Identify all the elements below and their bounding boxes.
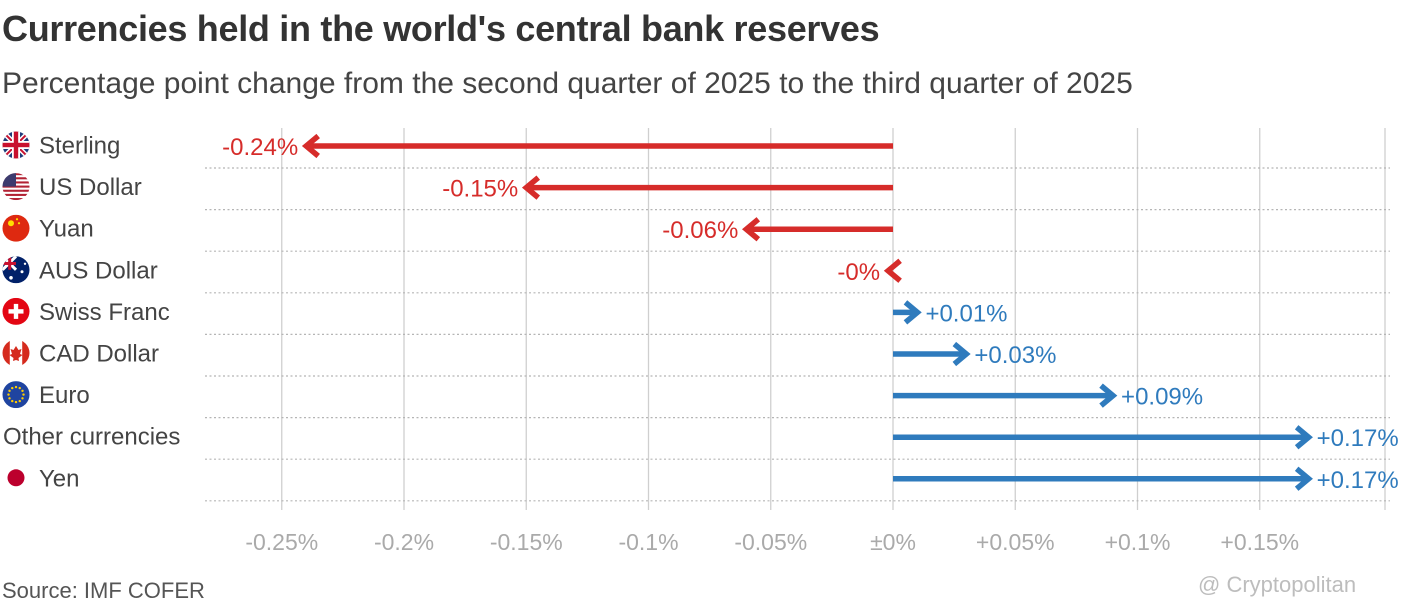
x-tick-label: -0.15% xyxy=(490,529,563,555)
china-flag-icon xyxy=(2,214,30,242)
watermark: @ Cryptopolitan xyxy=(1198,572,1357,597)
x-tick-label: ±0% xyxy=(870,529,916,555)
category-label: US Dollar xyxy=(39,174,142,201)
japan-flag-icon xyxy=(7,469,25,487)
bar-arrow xyxy=(883,258,902,283)
source-note: Source: IMF COFER xyxy=(2,578,205,603)
swiss-flag-icon xyxy=(2,297,30,325)
x-tick-label: -0.05% xyxy=(734,529,807,555)
data-label: -0% xyxy=(837,259,880,286)
data-label: -0.15% xyxy=(442,176,518,203)
data-label: +0.17% xyxy=(1317,467,1399,494)
grid-layer xyxy=(205,128,1390,510)
chart-title: Currencies held in the world's central b… xyxy=(2,8,880,49)
x-tick-label: +0.15% xyxy=(1220,529,1299,555)
australia-flag-icon xyxy=(2,256,30,284)
bar-arrow xyxy=(893,300,922,325)
bar-arrow xyxy=(301,133,893,159)
x-tick-label: +0.05% xyxy=(976,529,1055,555)
us-flag-icon xyxy=(2,173,30,201)
bar-arrow xyxy=(742,217,893,242)
uk-flag-icon xyxy=(2,131,30,159)
x-tick-label: -0.1% xyxy=(618,529,678,555)
flag-layer xyxy=(2,131,30,487)
eu-flag-icon xyxy=(2,381,30,409)
bar-layer xyxy=(301,133,1313,491)
text-layer: -0.25% -0.2% -0.15% -0.1% -0.05% ±0% +0.05% +0.… xyxy=(3,133,1399,556)
data-label: +0.17% xyxy=(1317,425,1399,452)
bar-arrow xyxy=(893,466,1313,491)
bar-arrow xyxy=(893,341,971,367)
x-tick-label: -0.2% xyxy=(374,529,434,555)
bar-arrow xyxy=(521,175,893,200)
category-label: Other currencies xyxy=(3,424,180,451)
category-label: Sterling xyxy=(39,133,120,160)
category-label: Swiss Franc xyxy=(39,299,170,326)
category-label: Yuan xyxy=(39,216,94,243)
category-label: CAD Dollar xyxy=(39,341,159,368)
x-tick-label: -0.25% xyxy=(245,529,318,555)
data-label: +0.01% xyxy=(925,300,1007,327)
chart-subtitle: Percentage point change from the second … xyxy=(2,67,1133,100)
data-label: -0.24% xyxy=(222,134,298,161)
data-label: +0.09% xyxy=(1121,384,1203,411)
bar-arrow xyxy=(893,425,1313,450)
data-label: -0.06% xyxy=(662,217,738,244)
canada-flag-icon xyxy=(2,339,30,367)
bar-arrow xyxy=(893,383,1118,408)
data-label: +0.03% xyxy=(974,342,1056,369)
category-label: Yen xyxy=(39,465,80,492)
category-label: Euro xyxy=(39,382,90,409)
x-tick-label: +0.1% xyxy=(1105,529,1171,555)
category-label: AUS Dollar xyxy=(39,257,158,284)
